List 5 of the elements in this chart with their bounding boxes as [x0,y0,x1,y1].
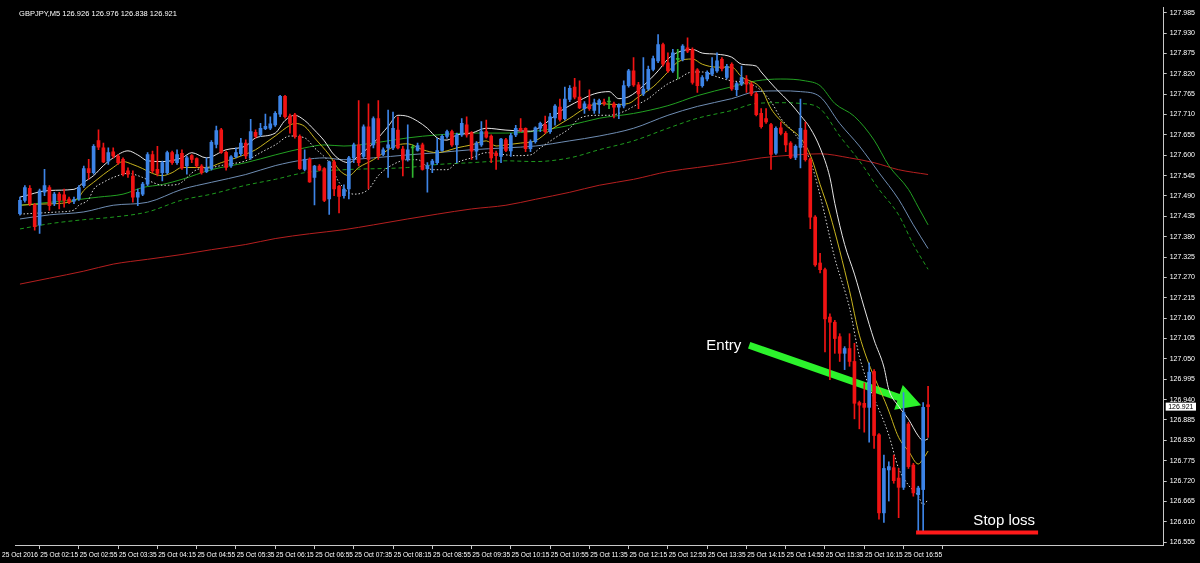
line-series [19,90,929,250]
ref-line-label: Stop loss [973,510,1036,528]
line-series [19,102,929,270]
line-series [19,153,929,285]
annotation: Entry [706,335,742,353]
